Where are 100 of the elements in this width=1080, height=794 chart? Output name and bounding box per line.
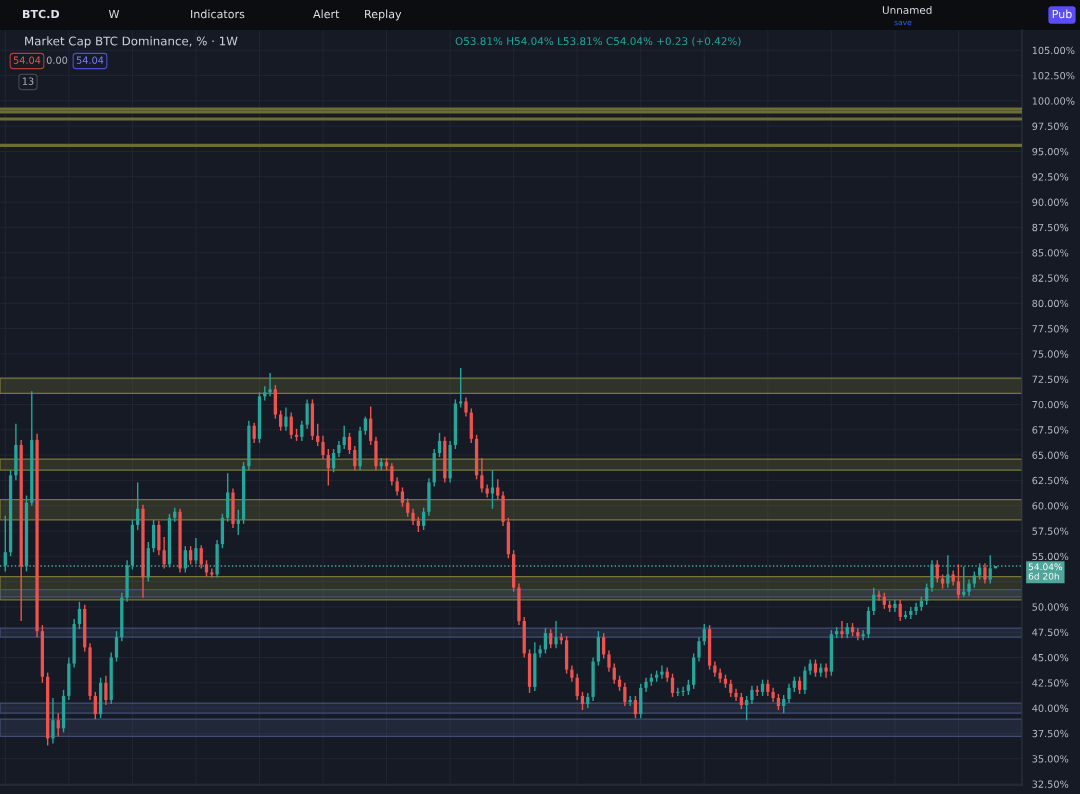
candlestick [151,519,156,553]
candlestick [279,409,283,432]
candlestick [670,672,675,698]
candlestick [787,683,791,704]
y-tick-label: 102.50% [1032,72,1075,80]
candlestick [930,559,934,593]
candlestick [988,554,992,585]
candlestick [480,457,484,494]
candlestick [496,478,500,501]
y-tick-label: 95.00% [1032,147,1069,156]
candlestick [962,565,966,598]
ref-line-label: 54.04% 6d 20h [1028,563,1063,580]
candlestick [284,406,288,432]
y-tick-label: 60.00% [1032,502,1069,510]
candlestick [305,398,309,430]
candlestick [104,675,108,706]
y-tick-label: 50.00% [1032,603,1069,611]
candlestick [575,672,579,701]
y-tick-label: 62.50% [1032,476,1069,485]
y-tick-label: 70.00% [1032,400,1069,409]
annotation: 0.00 [46,56,68,64]
y-tick-label: 77.50% [1032,325,1069,333]
y-tick-label: 80.00% [1032,299,1069,308]
candlestick [331,448,336,473]
y-tick-label: 67.50% [1032,426,1069,434]
candlestick [856,627,860,641]
y-tick-label: 87.50% [1032,223,1069,232]
y-tick-label: 40.00% [1032,704,1069,712]
candlestick [236,509,240,536]
candlestick [490,469,495,510]
candlestick [872,586,876,616]
candlestick [623,682,627,707]
y-tick-label: 92.50% [1032,173,1069,181]
candlestick [607,649,611,673]
candlestick [136,481,140,531]
candlestick [252,421,256,444]
y-tick-label: 65.00% [1032,451,1069,459]
y-tick-label: 55.00% [1032,552,1069,561]
candlestick [321,435,325,460]
candlestick [893,599,897,613]
candlestick [464,396,468,418]
candlestick [612,662,616,685]
text: Replay [365,9,402,21]
candlestick [369,405,373,446]
candlestick [77,601,82,630]
candlestick [602,632,606,660]
y-tick-label: 105.00% [1032,46,1075,55]
text: Market Cap BTC Dominance, % · 1W [25,36,238,48]
text: O53.81% H54.04% L53.81% C54.04% +0.23 (+0.42%) [455,36,741,47]
y-tick-label: 100.00% [1032,97,1075,105]
y-tick-label: 32.50% [1032,780,1069,788]
candlestick [353,445,357,471]
candlestick [199,544,203,570]
candlestick [3,515,7,573]
candlestick [782,694,786,714]
candlestick [347,432,352,455]
candlestick [395,476,399,497]
candlestick [914,602,918,616]
candlestick [734,688,738,702]
candlestick [300,419,304,442]
text: Indicators [191,9,245,19]
candlestick [898,599,902,622]
candlestick [681,686,685,697]
candlestick [824,662,828,679]
y-tick-label: 37.50% [1032,729,1069,738]
y-tick-label: 75.00% [1032,350,1069,358]
text: Alert [313,9,340,19]
candlestick [861,629,865,641]
candlestick [866,606,871,639]
y-tick-label: 47.50% [1032,628,1069,637]
candlestick [803,665,807,695]
candlestick [316,422,320,447]
annotation: 54.04 [76,56,104,64]
annotation: 13 [22,77,34,85]
candlestick [194,537,198,566]
y-tick-label: 82.50% [1032,274,1069,282]
candlestick [946,554,950,589]
candlestick [956,563,961,600]
candlestick [114,630,119,663]
candlestick [660,664,664,680]
text: BTC.D [23,9,60,19]
candlestick [554,620,558,650]
text: W [108,9,120,19]
y-tick-label: 45.00% [1032,653,1069,662]
candlestick [363,415,368,436]
candlestick [437,432,442,458]
candlestick [289,411,293,440]
candlestick [925,582,929,606]
candlestick [406,497,410,518]
candlestick [93,691,97,720]
candlestick [750,685,754,705]
annotation: 54.04 [13,56,41,64]
y-tick-label: 90.00% [1032,198,1069,206]
candlestick [983,562,987,585]
candlestick [188,545,193,566]
y-tick-label: 85.00% [1032,249,1069,257]
y-tick-label: 35.00% [1032,755,1069,763]
y-tick-label: 42.50% [1032,679,1069,687]
y-tick-label: 97.50% [1032,122,1069,130]
candlestick [51,697,55,745]
